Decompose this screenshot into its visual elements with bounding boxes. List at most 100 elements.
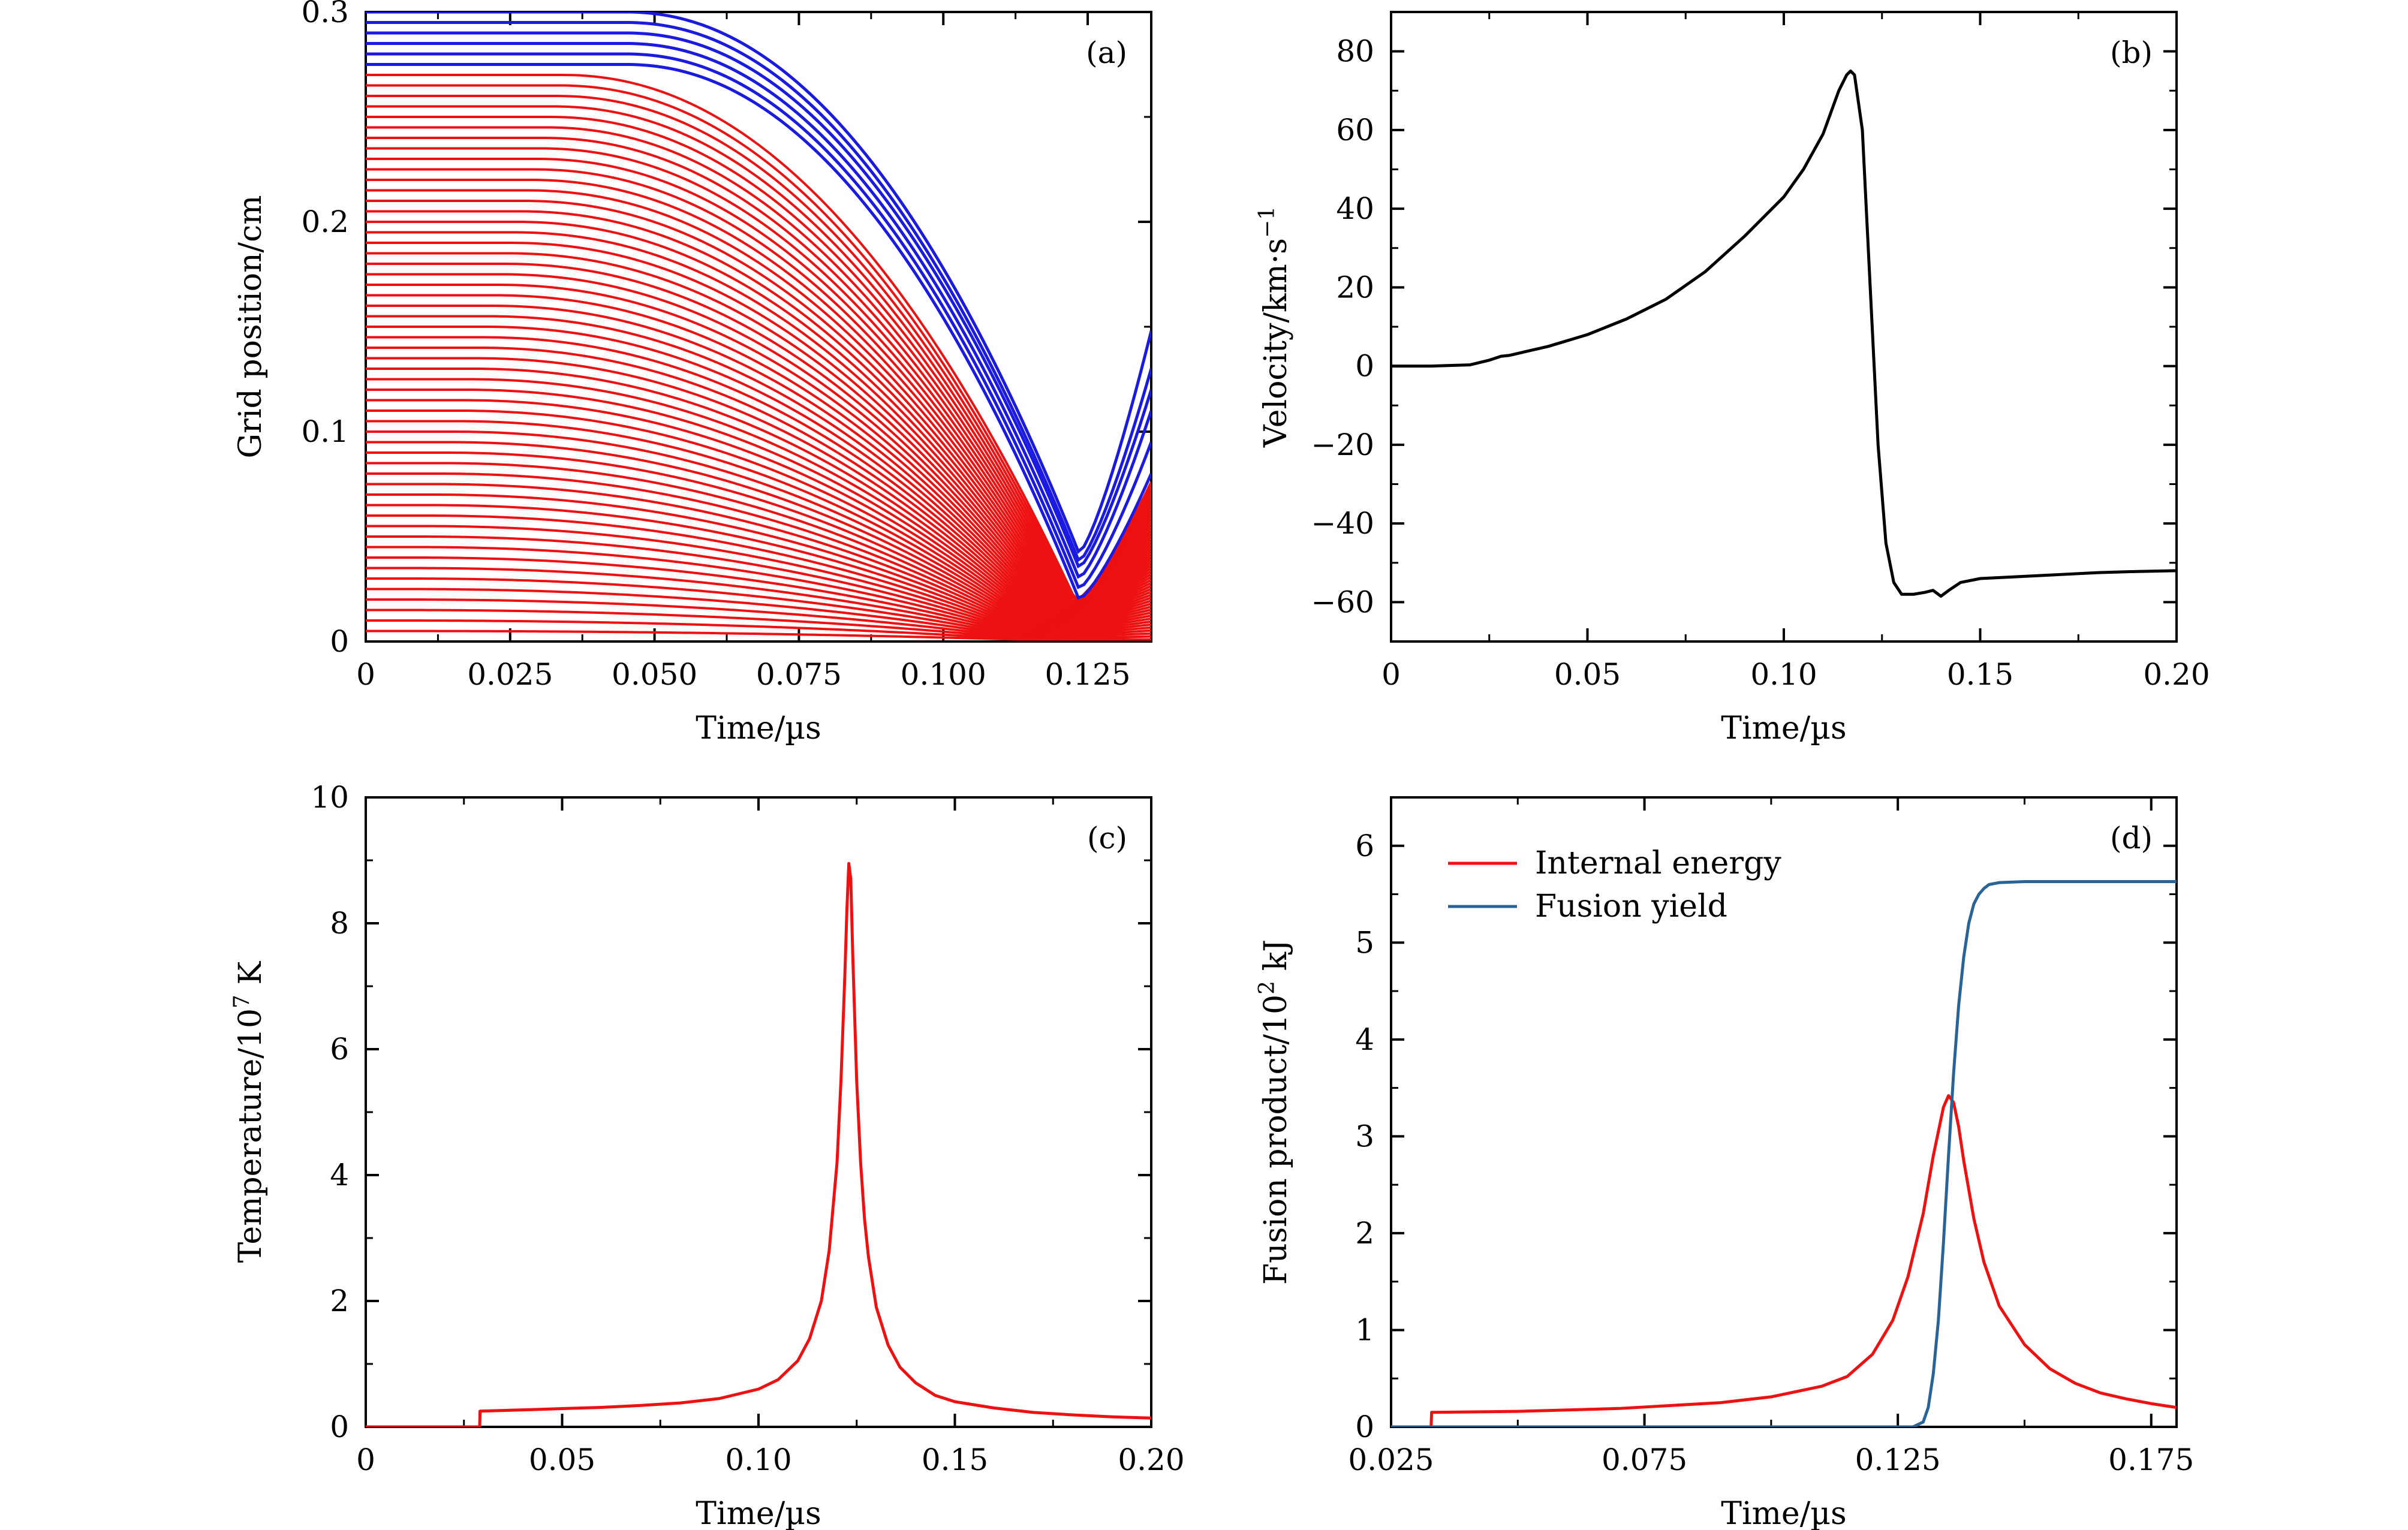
grid-line-red — [366, 388, 1151, 624]
grid-line-red — [366, 420, 1151, 627]
y-tick-label: 0.2 — [301, 204, 349, 239]
grid-line-blue — [366, 42, 1151, 579]
x-axis-label: Time/µs — [1721, 1496, 1846, 1530]
grid-line-red — [366, 273, 1151, 616]
y-axis-label: Fusion product/102 kJ — [1255, 939, 1294, 1285]
y-tick-label: −60 — [1311, 585, 1374, 619]
grid-line-red — [366, 84, 1151, 602]
x-tick-label: 0.025 — [1348, 1442, 1434, 1477]
grid-line-red — [366, 116, 1151, 606]
legend-entry: Internal energy — [1535, 845, 1781, 881]
y-tick-label: 0.1 — [301, 414, 349, 449]
grid-line-blue — [366, 52, 1151, 589]
x-tick-label: 0 — [1381, 657, 1401, 692]
y-axis-label-sup: −1 — [1255, 206, 1280, 238]
grid-line-red — [366, 441, 1151, 628]
grid-line-blue — [366, 21, 1151, 562]
chart-panel-b: 0 0.05 0.10 0.15 0.20 −60 −40 −20 0 20 40 60 80 Time/… — [1255, 11, 2210, 746]
grid-line-blue — [366, 63, 1151, 600]
y-tick-label: 80 — [1336, 34, 1374, 69]
series-line — [1391, 1094, 2177, 1427]
grid-line-red — [366, 252, 1151, 616]
y-tick-label: 0 — [330, 624, 349, 659]
grid-line-red — [366, 105, 1151, 606]
grid-line-red — [366, 95, 1151, 603]
grid-line-red — [366, 493, 1151, 631]
x-axis-label: Time/µs — [1721, 710, 1846, 746]
grid-line-red — [366, 294, 1151, 618]
x-tick-label: 0 — [356, 657, 375, 692]
grid-line-blue — [366, 12, 1151, 555]
x-tick-label: 0.025 — [467, 657, 553, 692]
grid-line-red — [366, 399, 1151, 625]
grid-line-red — [366, 514, 1151, 633]
grid-line-red — [366, 451, 1151, 629]
y-axis-label-sup: 2 — [1255, 981, 1280, 995]
grid-line-red — [366, 168, 1151, 609]
y-axis-label-main: Fusion product/10 — [1258, 995, 1294, 1285]
series-line — [1391, 69, 2177, 598]
x-tick-label: 0.075 — [1602, 1442, 1687, 1477]
grid-line-red — [366, 137, 1151, 606]
grid-line-red — [366, 462, 1151, 630]
x-tick-label: 0.050 — [612, 657, 697, 692]
grid-line-red — [366, 472, 1151, 630]
grid-line-blue — [366, 31, 1151, 569]
legend-entry: Fusion yield — [1535, 889, 1727, 924]
y-tick-label: 0 — [330, 1409, 349, 1444]
grid-line-red — [366, 409, 1151, 626]
grid-line-red — [366, 504, 1151, 633]
x-tick-label: 0 — [356, 1442, 375, 1477]
y-tick-label: −40 — [1311, 506, 1374, 541]
panel-label: (d) — [2110, 821, 2153, 856]
y-tick-label: 1 — [1355, 1312, 1374, 1347]
grid-line-red — [366, 347, 1151, 621]
grid-line-red — [366, 231, 1151, 613]
y-tick-label: 2 — [330, 1284, 349, 1318]
x-tick-label: 0.20 — [2143, 657, 2210, 692]
grid-line-red — [366, 284, 1151, 616]
grid-line-red — [366, 315, 1151, 619]
y-tick-label: 20 — [1336, 270, 1374, 305]
grid-line-red — [366, 326, 1151, 620]
grid-line-red — [366, 305, 1151, 619]
y-tick-label: 3 — [1355, 1119, 1374, 1153]
y-tick-label: 4 — [330, 1158, 349, 1192]
grid-line-red — [366, 368, 1151, 623]
grid-line-red — [366, 242, 1151, 613]
series-line — [366, 862, 1151, 1427]
x-tick-label: 0.125 — [1855, 1442, 1941, 1477]
y-tick-label: 0.3 — [301, 0, 349, 29]
panel-label: (c) — [1087, 821, 1127, 856]
grid-line-red — [366, 336, 1151, 620]
y-tick-label: 6 — [1355, 829, 1374, 863]
grid-line-red — [366, 210, 1151, 613]
grid-line-red — [366, 158, 1151, 609]
plot-frame — [1390, 11, 2178, 643]
y-axis-label: Temperature/107 K — [230, 961, 269, 1263]
y-tick-label: 8 — [330, 906, 349, 941]
chart-panel-d: 0.025 0.075 0.125 0.175 0 1 2 3 4 5 6 Time/µs Fusion… — [1255, 796, 2194, 1530]
grid-line-red — [366, 483, 1151, 631]
y-axis-label: Velocity/km·s−1 — [1255, 206, 1294, 448]
grid-line-red — [366, 200, 1151, 612]
grid-line-red — [366, 179, 1151, 609]
grid-line-red — [366, 525, 1151, 634]
x-tick-label: 0.175 — [2108, 1442, 2194, 1477]
y-axis-label-sup: 7 — [230, 995, 254, 1008]
plot-frame — [1390, 796, 2178, 1428]
grid-line-red — [366, 126, 1151, 606]
y-axis-label-main: Grid position/cm — [233, 195, 269, 458]
x-axis-label: Time/µs — [696, 1496, 821, 1530]
x-tick-label: 0.15 — [1947, 657, 2013, 692]
grid-line-red — [366, 357, 1151, 622]
grid-line-red — [366, 378, 1151, 624]
x-tick-label: 0.10 — [1750, 657, 1817, 692]
y-tick-label: 60 — [1336, 113, 1374, 147]
x-tick-label: 0.075 — [756, 657, 842, 692]
y-tick-label: −20 — [1311, 427, 1374, 462]
x-tick-label: 0.15 — [922, 1442, 988, 1477]
chart-panel-c: 0 0.05 0.10 0.15 0.20 0 2 4 6 8 10 Time/µs Temperatu… — [230, 780, 1185, 1530]
series-line — [1391, 880, 2177, 1427]
y-tick-label: 6 — [330, 1032, 349, 1067]
